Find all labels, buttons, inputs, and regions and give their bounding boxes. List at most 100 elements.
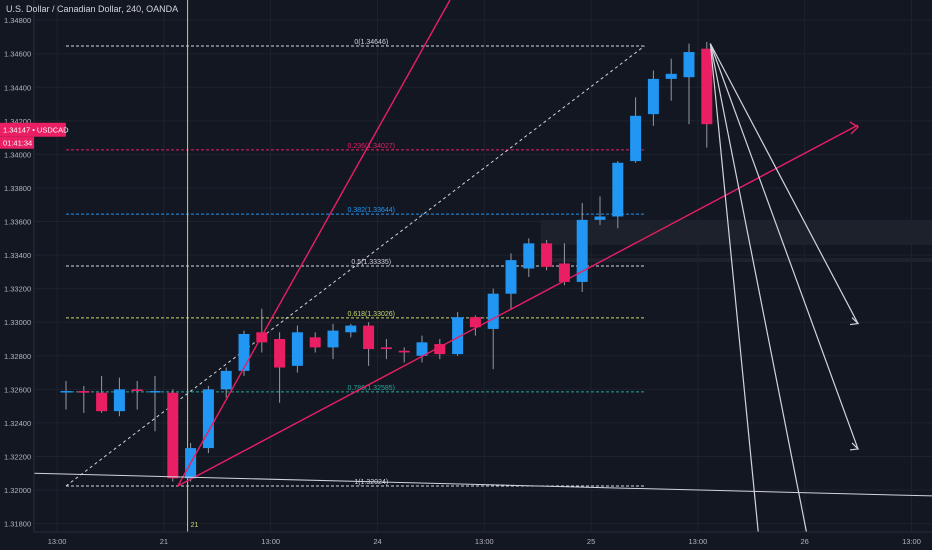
projection-arrow-line [709,43,859,450]
projection-arrowhead [849,317,860,326]
current-price-badge [0,122,66,137]
price-badge: 1.34147 • USDCAD 01:41:34 [0,122,69,149]
price-tick-label: 1.31800 [4,520,31,529]
candle-body [274,339,286,368]
time-tick-label: 13:00 [48,537,67,546]
countdown-value: 01:41:34 [3,139,32,148]
price-tick-label: 1.33400 [4,251,31,260]
price-tick-label: 1.32800 [4,352,31,361]
projection-arrowhead [849,442,860,451]
supply-zone-rect [540,219,932,246]
price-tick-label: 1.34400 [4,83,31,92]
candle-body [60,391,72,393]
candle-body [238,333,250,371]
steep-trend-line [177,0,451,487]
price-tick-label: 1.32200 [4,452,31,461]
candle-body [594,216,606,220]
candle-body [630,115,642,162]
candle-body [701,48,713,125]
candle-body [647,78,659,115]
fib-level-label: 0.236(1.34027) [348,143,395,150]
time-axis-bg [0,532,932,550]
vertical-markers: 2121 [187,0,199,532]
fib-diagonal [65,45,645,487]
candle-body [78,391,90,393]
price-tick-label: 1.32000 [4,486,31,495]
fib-level-label: 0(1.34646) [354,39,388,46]
price-tick-label: 1.34200 [4,117,31,126]
time-tick-label: 13:00 [902,537,921,546]
candle-body [416,342,428,356]
fib-level-label: 0.382(1.33644) [348,207,395,214]
time-axis[interactable]: 13:002113:002413:002513:002613:002713:00… [0,531,932,550]
candle-body [469,317,481,328]
price-tick-label: 1.32600 [4,385,31,394]
rising-trend-line [177,124,859,487]
fib-level-label: 0.618(1.33026) [348,311,395,318]
time-tick-label: 21 [160,537,168,546]
fib-level-label: 0.786(1.32585) [348,385,395,392]
time-tick-label: 25 [587,537,595,546]
price-tick-label: 1.32400 [4,419,31,428]
candle-body [113,389,125,412]
candles [60,41,713,482]
candle-body [345,325,357,333]
price-tick-label: 1.33600 [4,218,31,227]
projection-arrow-line [709,43,811,550]
price-tick-label: 1.34600 [4,50,31,59]
countdown-badge [0,136,34,149]
candle-body [380,347,392,350]
price-axis-bg [0,0,34,550]
candle-body [131,389,143,392]
projection-arrow-line [709,43,761,550]
candle-body [612,162,624,217]
candle-body [505,260,517,294]
fibonacci-retracement[interactable]: 0(1.34646) 0.236(1.34027) 0.382(1.33644) 0.… [65,39,645,487]
candle-body [202,389,214,449]
time-tick-label: 13:00 [689,537,708,546]
candle-body [523,243,535,269]
candle-body [558,263,570,282]
candle-body [576,219,588,282]
resistance-band [540,258,932,263]
candle-body [665,73,677,79]
symbol-name: U.S. Dollar / Canadian Dollar [6,4,122,14]
candle-body [541,243,553,267]
time-tick-label: 26 [801,537,809,546]
candle-body [683,52,695,78]
price-axis[interactable]: 1.31800 1.32000 1.32200 1.32400 1.32600 1.328… [0,0,35,550]
candle-body [220,370,232,390]
horizontal-support-line [33,472,932,497]
candle-body [309,337,321,348]
candle-body [398,350,410,353]
price-tick-label: 1.33000 [4,318,31,327]
price-tick-label: 1.33800 [4,184,31,193]
candle-body [487,293,499,329]
current-price-value: 1.34147 • USDCAD [3,126,69,135]
candle-body [96,392,108,412]
candle-body [327,330,339,348]
candle-body [149,391,161,393]
rising-trend-arrowhead [849,121,860,135]
candle-body [167,392,179,479]
fib-level-label: 0.5(1.33335) [351,259,391,266]
trend-drawings[interactable] [33,0,932,550]
interval: 240 [126,4,142,14]
supply-zone[interactable] [540,219,932,263]
time-tick-label: 13:00 [261,537,280,546]
candle-body [434,344,446,355]
price-tick-label: 1.34800 [4,16,31,25]
chart-header: U.S. Dollar / Canadian Dollar, 240, OAND… [6,4,179,14]
projection-arrow-line [709,43,859,324]
candle-body [291,332,303,366]
broker-name: OANDA [146,4,179,14]
fib-level-label: 1(1.32024) [354,479,388,486]
time-tick-label: 24 [373,537,381,546]
candle-body [363,325,375,350]
vertical-marker-label: 21 [191,522,199,529]
price-tick-label: 1.34000 [4,150,31,159]
candle-body [452,317,464,355]
time-tick-label: 13:00 [475,537,494,546]
